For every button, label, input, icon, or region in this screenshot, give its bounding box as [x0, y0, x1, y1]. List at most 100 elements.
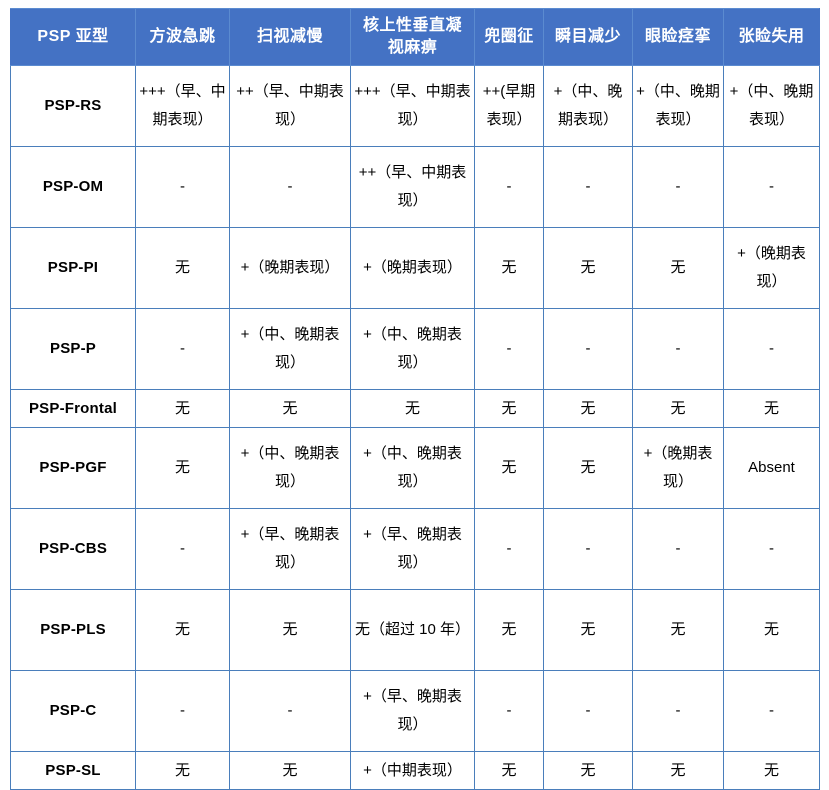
- cell-value: +++（早、中期表现）: [350, 65, 475, 147]
- cell-value: +（早、晚期表现）: [229, 508, 351, 590]
- cell-value: 无: [135, 389, 230, 428]
- cell-value: 无: [229, 751, 351, 790]
- cell-value: +（中期表现）: [350, 751, 475, 790]
- cell-value: 无: [474, 589, 544, 671]
- cell-value: +++（早、中期表现）: [135, 65, 230, 147]
- cell-value: -: [723, 508, 820, 590]
- column-header-square-wave-jerks: 方波急跳: [135, 8, 230, 66]
- cell-value: -: [723, 308, 820, 390]
- cell-value: -: [229, 146, 351, 228]
- table-row: PSP-P - +（中、晚期表现） +（中、晚期表现） - - - -: [10, 308, 820, 390]
- cell-value: ++(早期表现）: [474, 65, 544, 147]
- cell-subtype: PSP-OM: [10, 146, 136, 228]
- cell-value: +（中、晚期表现）: [350, 308, 475, 390]
- table-sheet: PSP 亚型 方波急跳 扫视减慢 核上性垂直凝视麻痹 兜圈征 瞬目减少 眼睑痉挛…: [10, 8, 820, 790]
- table-row: PSP-PGF 无 +（中、晚期表现） +（中、晚期表现）无无 +（晚期表现） Absen…: [10, 427, 820, 509]
- cell-value: Absent: [723, 427, 820, 509]
- cell-value: 无: [350, 389, 475, 428]
- cell-value: 无: [632, 227, 724, 309]
- cell-subtype: PSP-CBS: [10, 508, 136, 590]
- cell-value: +（晚期表现）: [229, 227, 351, 309]
- cell-value: +（晚期表现）: [723, 227, 820, 309]
- cell-value: 无: [474, 389, 544, 428]
- cell-value: +（晚期表现）: [632, 427, 724, 509]
- cell-value: 无: [543, 589, 633, 671]
- cell-value: 无: [135, 589, 230, 671]
- cell-value: 无: [474, 427, 544, 509]
- cell-value: +（中、晚期表现）: [229, 308, 351, 390]
- cell-value: 无: [229, 589, 351, 671]
- cell-value: -: [632, 146, 724, 228]
- cell-subtype: PSP-PGF: [10, 427, 136, 509]
- cell-value: -: [474, 508, 544, 590]
- column-header-blepharospasm: 眼睑痉挛: [632, 8, 724, 66]
- cell-value: 无: [723, 389, 820, 428]
- cell-value: +（晚期表现）: [350, 227, 475, 309]
- cell-subtype: PSP-PLS: [10, 589, 136, 671]
- column-header-supranuclear-vertical-gaze-palsy: 核上性垂直凝视麻痹: [350, 8, 475, 66]
- cell-subtype: PSP-SL: [10, 751, 136, 790]
- cell-value: -: [723, 146, 820, 228]
- cell-value: -: [135, 146, 230, 228]
- cell-value: 无: [632, 751, 724, 790]
- cell-value: 无: [543, 389, 633, 428]
- table-row: PSP-PI 无 +（晚期表现） +（晚期表现）无无无 +（晚期表现）: [10, 227, 820, 309]
- column-header-round-the-houses-sign: 兜圈征: [474, 8, 544, 66]
- cell-value: -: [723, 670, 820, 752]
- cell-value: -: [543, 670, 633, 752]
- cell-value: +（中、晚期表现）: [543, 65, 633, 147]
- cell-value: +（中、晚期表现）: [229, 427, 351, 509]
- header-row: PSP 亚型 方波急跳 扫视减慢 核上性垂直凝视麻痹 兜圈征 瞬目减少 眼睑痉挛…: [10, 8, 820, 66]
- cell-value: -: [135, 670, 230, 752]
- cell-value: 无: [632, 389, 724, 428]
- column-header-reduced-blinking: 瞬目减少: [543, 8, 633, 66]
- cell-value: ++（早、中期表现）: [350, 146, 475, 228]
- cell-value: +（早、晚期表现）: [350, 670, 475, 752]
- column-header-slow-saccades: 扫视减慢: [229, 8, 351, 66]
- cell-value: 无: [135, 427, 230, 509]
- cell-value: -: [632, 308, 724, 390]
- cell-value: -: [474, 308, 544, 390]
- cell-value: -: [543, 146, 633, 228]
- cell-value: -: [632, 670, 724, 752]
- table-row: PSP-CBS - +（早、晚期表现） +（早、晚期表现） - - - -: [10, 508, 820, 590]
- table-row: PSP-SL 无无 +（中期表现）无无无无: [10, 751, 820, 790]
- cell-value: +（中、晚期表现）: [632, 65, 724, 147]
- cell-subtype: PSP-C: [10, 670, 136, 752]
- cell-subtype: PSP-RS: [10, 65, 136, 147]
- cell-value: 无: [135, 751, 230, 790]
- table-row: PSP-C - - +（早、晚期表现） - - - -: [10, 670, 820, 752]
- cell-value: 无: [632, 589, 724, 671]
- cell-value: -: [135, 508, 230, 590]
- cell-value: -: [229, 670, 351, 752]
- table-header: PSP 亚型 方波急跳 扫视减慢 核上性垂直凝视麻痹 兜圈征 瞬目减少 眼睑痉挛…: [10, 8, 820, 66]
- cell-subtype: PSP-P: [10, 308, 136, 390]
- cell-value: 无: [543, 227, 633, 309]
- cell-value: -: [474, 670, 544, 752]
- cell-value: 无: [474, 227, 544, 309]
- table-row: PSP-Frontal 无无无无无无无: [10, 389, 820, 428]
- cell-value: 无: [543, 427, 633, 509]
- cell-value: +（早、晚期表现）: [350, 508, 475, 590]
- cell-value: -: [474, 146, 544, 228]
- table-row: PSP-PLS 无无无（超过 10 年）无无无无: [10, 589, 820, 671]
- cell-value: 无: [543, 751, 633, 790]
- column-header-subtype: PSP 亚型: [10, 8, 136, 66]
- cell-value: 无: [229, 389, 351, 428]
- cell-value: +（中、晚期表现）: [350, 427, 475, 509]
- column-header-apraxia-of-eyelid-opening: 张睑失用: [723, 8, 820, 66]
- cell-value: -: [135, 308, 230, 390]
- psp-subtype-table: PSP 亚型 方波急跳 扫视减慢 核上性垂直凝视麻痹 兜圈征 瞬目减少 眼睑痉挛…: [10, 8, 820, 790]
- cell-value: 无: [723, 589, 820, 671]
- table-row: PSP-OM - - ++（早、中期表现） - - - -: [10, 146, 820, 228]
- cell-value: 无: [135, 227, 230, 309]
- cell-value: 无: [474, 751, 544, 790]
- table-row: PSP-RS +++（早、中期表现） ++（早、中期表现） +++（早、中期表现） ++…: [10, 65, 820, 147]
- table-body: PSP-RS +++（早、中期表现） ++（早、中期表现） +++（早、中期表现） ++…: [10, 65, 820, 790]
- cell-value: -: [543, 508, 633, 590]
- cell-value: +（中、晚期表现）: [723, 65, 820, 147]
- cell-value: -: [632, 508, 724, 590]
- cell-value: 无（超过 10 年）: [350, 589, 475, 671]
- cell-value: ++（早、中期表现）: [229, 65, 351, 147]
- cell-subtype: PSP-PI: [10, 227, 136, 309]
